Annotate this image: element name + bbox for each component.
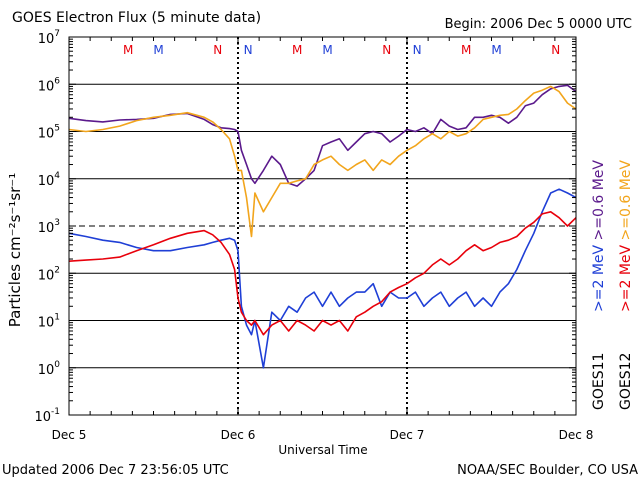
series-line <box>68 188 577 369</box>
y-tick-exponent: 7 <box>54 29 60 39</box>
y-tick-base: 10 <box>38 221 55 236</box>
y-tick-label: 100 <box>38 360 61 378</box>
x-tick-label: Dec 5 <box>52 428 87 442</box>
y-tick-base: 10 <box>38 127 55 142</box>
legend-entry: >=2 MeV <box>591 244 607 312</box>
event-marker: N <box>213 43 222 57</box>
y-tick-base: 10 <box>38 316 55 331</box>
y-tick-base: 10 <box>38 174 55 189</box>
x-tick-label: Dec 8 <box>559 428 594 442</box>
y-tick-label: 107 <box>38 29 60 47</box>
y-tick-label: 10-1 <box>34 407 60 425</box>
event-marker: M <box>461 43 471 57</box>
credit-label: NOAA/SEC Boulder, CO USA <box>457 463 638 478</box>
legend-entries: >=2 MeV >=0.6 MeV <box>591 160 607 312</box>
y-tick-base: 10 <box>38 79 55 94</box>
y-tick-exponent: 1 <box>54 313 60 323</box>
event-marker: N <box>382 43 391 57</box>
event-marker: M <box>491 43 501 57</box>
y-tick-label: 105 <box>38 124 60 142</box>
y-tick-label: 104 <box>38 171 61 189</box>
x-tick-label: Dec 6 <box>221 428 256 442</box>
chart-title: GOES Electron Flux (5 minute data) <box>12 10 261 26</box>
event-marker: M <box>322 43 332 57</box>
series-line <box>68 84 577 187</box>
updated-timestamp: Updated 2006 Dec 7 23:56:05 UTC <box>2 463 229 478</box>
event-marker: N <box>413 43 422 57</box>
y-tick-exponent: 4 <box>54 171 60 181</box>
legend-entry: >=2 MeV <box>618 244 634 312</box>
x-axis-label: Universal Time <box>278 443 367 457</box>
y-tick-label: 103 <box>38 218 60 236</box>
event-marker: M <box>153 43 163 57</box>
y-tick-label: 106 <box>38 76 61 94</box>
series-line <box>68 211 577 336</box>
y-tick-exponent: -1 <box>51 407 60 417</box>
event-marker: N <box>244 43 253 57</box>
begin-label: Begin: 2006 Dec 5 0000 UTC <box>445 17 632 32</box>
legend-entry: >=0.6 MeV <box>591 160 607 245</box>
y-tick-label: 101 <box>38 313 60 331</box>
grid-lines <box>69 83 576 369</box>
series-line <box>68 85 577 238</box>
event-marker: N <box>551 43 560 57</box>
y-tick-exponent: 2 <box>54 265 60 275</box>
event-marker: M <box>292 43 302 57</box>
y-tick-base: 10 <box>34 410 51 425</box>
legend-entry: >=0.6 MeV <box>618 160 634 245</box>
y-tick-base: 10 <box>38 268 55 283</box>
y-tick-base: 10 <box>38 32 55 47</box>
y-tick-exponent: 6 <box>54 76 60 86</box>
y-tick-exponent: 0 <box>54 360 60 370</box>
y-tick-label: 102 <box>38 265 60 283</box>
legend-entries: >=2 MeV >=0.6 MeV <box>618 160 634 312</box>
legend-satellite: GOES11 <box>591 353 607 410</box>
series-layer <box>68 84 577 369</box>
x-axis-ticks: Dec 5 Dec 6 Dec 7 Dec 8 <box>52 37 594 442</box>
event-marker: M <box>123 43 133 57</box>
y-tick-base: 10 <box>38 363 55 378</box>
legend: GOES11 >=2 MeV >=0.6 MeV GOES12 >=2 MeV >=0… <box>591 160 634 410</box>
day-boundary-lines <box>237 37 408 415</box>
x-tick-label: Dec 7 <box>390 428 425 442</box>
legend-satellite: GOES12 <box>618 353 634 410</box>
y-tick-exponent: 3 <box>54 218 60 228</box>
y-tick-exponent: 5 <box>54 124 60 134</box>
y-axis-label: Particles cm⁻²s⁻¹sr⁻¹ <box>6 173 24 327</box>
